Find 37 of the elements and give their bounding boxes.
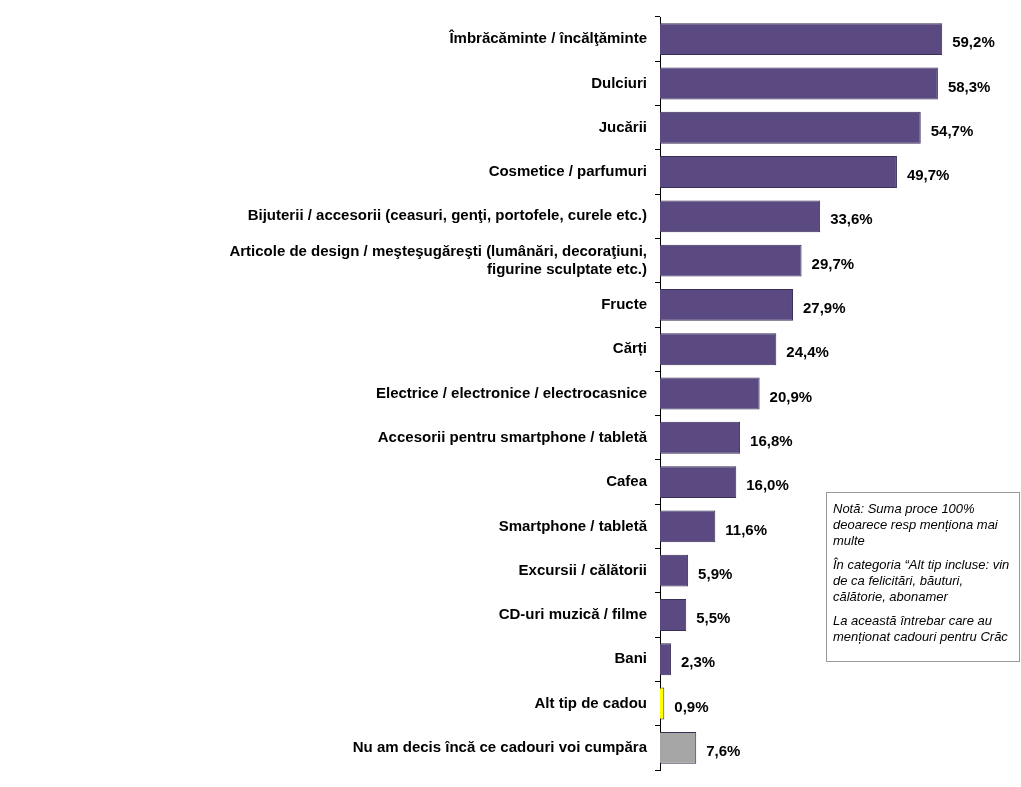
data-label: 16,0%	[746, 476, 789, 494]
data-label: 24,4%	[786, 343, 829, 361]
y-tick-label: Alt tip de cadou	[534, 693, 647, 711]
y-tick-label: Electrice / electronice / electrocasnice	[376, 383, 647, 401]
data-label: 5,9%	[698, 564, 733, 582]
data-label: 11,6%	[725, 520, 768, 538]
annotation: În categoria “Alt tip incluse: vin de ca felicitări, băuturi, călătorie, abonamer	[833, 557, 1011, 605]
data-label: 7,6%	[706, 741, 741, 759]
y-tick-label: Cărți	[612, 339, 647, 357]
data-label: 29,7%	[811, 254, 855, 272]
y-tick-label: Articole de design / meşteşugăreşti (lumânări, decoraţiuni, figurine sculptate etc.)	[229, 241, 647, 277]
y-tick-label: Îmbrăcăminte / încălţăminte	[448, 29, 647, 47]
data-label: 20,9%	[769, 387, 813, 405]
y-tick-label: Excursii / călătorii	[518, 560, 647, 578]
y-tick-label: Smartphone / tabletă	[498, 516, 648, 534]
y-tick-label: Bijuterii / accesorii (ceasuri, genţi, portofele, curele etc.)	[247, 206, 647, 224]
y-tick-label: Cafea	[606, 472, 648, 490]
annotation: Notă: Suma proce 100% deoarece resp menționa mai multe	[833, 501, 999, 549]
data-label: 0,9%	[674, 697, 709, 715]
data-label: 59,2%	[952, 33, 995, 51]
y-tick-label: Fructe	[601, 295, 647, 313]
data-label: 2,3%	[680, 653, 716, 671]
y-tick-label: Accesorii pentru smartphone / tabletă	[377, 427, 648, 445]
data-label: 16,8%	[750, 431, 793, 449]
y-tick-label: Bani	[614, 649, 647, 667]
y-tick-label: Jucării	[598, 117, 647, 135]
y-tick-label: Cosmetice / parfumuri	[488, 162, 647, 180]
y-tick-label: Nu am decis încă ce cadouri voi cumpăra	[352, 737, 648, 755]
data-label: 54,7%	[930, 121, 974, 139]
y-tick-label: CD-uri muzică / filme	[498, 605, 647, 623]
y-tick-label: Dulciuri	[591, 73, 647, 91]
data-label: 58,3%	[947, 77, 991, 95]
data-label: 5,5%	[696, 609, 731, 627]
annotation: La această întrebar care au menționat cadouri pentru Crăc	[833, 613, 1009, 645]
data-label: 49,7%	[906, 166, 950, 184]
data-label: 33,6%	[830, 210, 873, 228]
data-label: 27,9%	[802, 299, 846, 317]
